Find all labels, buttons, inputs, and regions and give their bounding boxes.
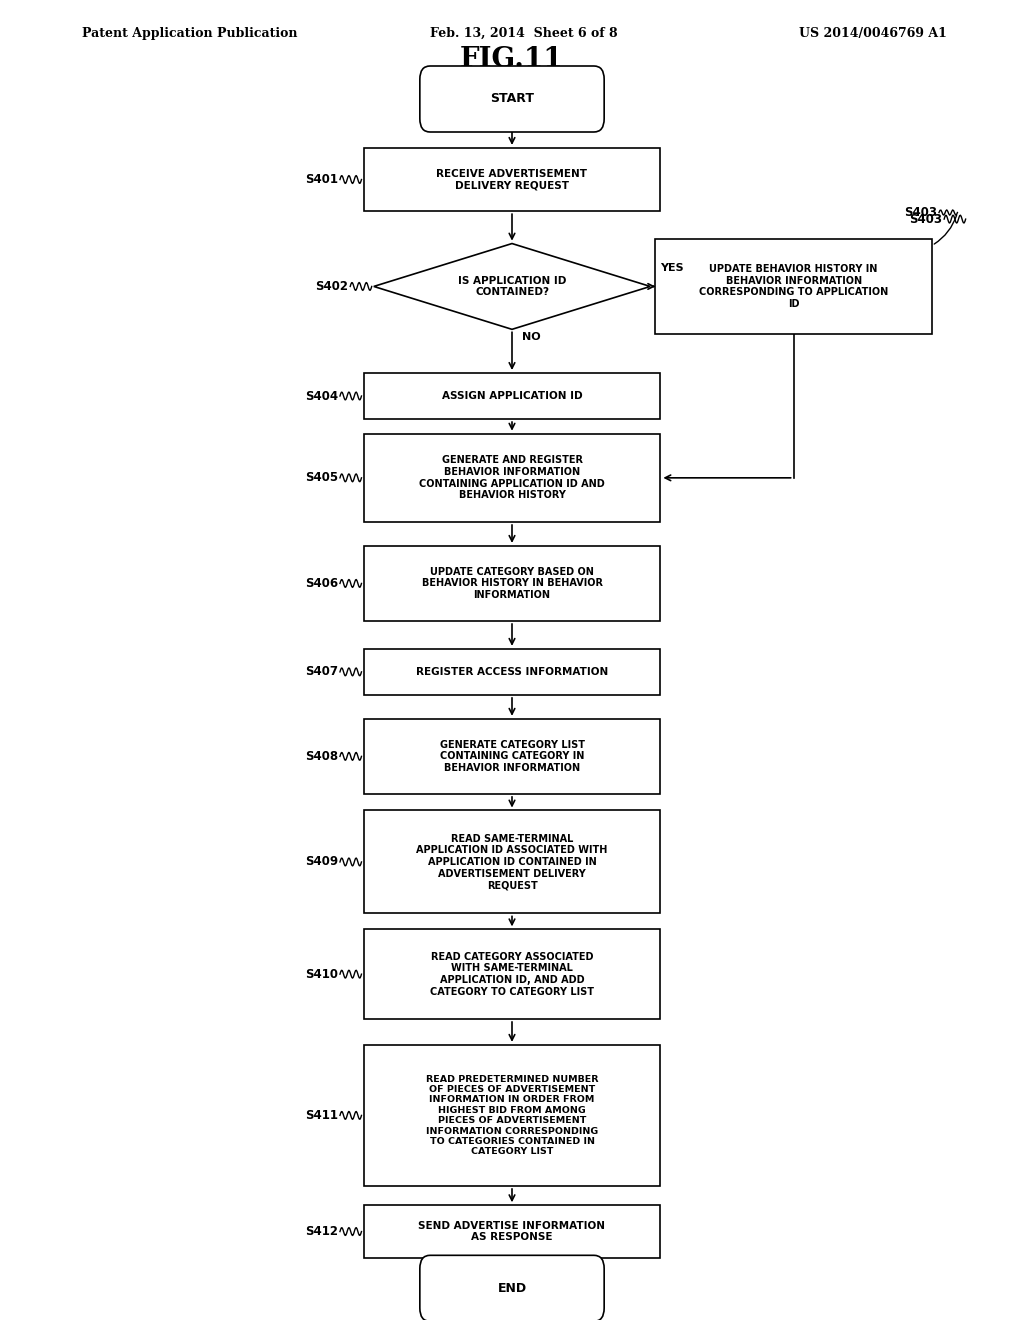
Text: Patent Application Publication: Patent Application Publication: [82, 26, 297, 40]
FancyBboxPatch shape: [364, 649, 660, 694]
Text: READ SAME-TERMINAL
APPLICATION ID ASSOCIATED WITH
APPLICATION ID CONTAINED IN
AD: READ SAME-TERMINAL APPLICATION ID ASSOCI…: [417, 834, 607, 890]
Text: ASSIGN APPLICATION ID: ASSIGN APPLICATION ID: [441, 391, 583, 401]
FancyBboxPatch shape: [364, 718, 660, 795]
Text: READ CATEGORY ASSOCIATED
WITH SAME-TERMINAL
APPLICATION ID, AND ADD
CATEGORY TO : READ CATEGORY ASSOCIATED WITH SAME-TERMI…: [430, 952, 594, 997]
Text: S403: S403: [909, 213, 942, 226]
Text: US 2014/0046769 A1: US 2014/0046769 A1: [799, 26, 946, 40]
Text: S405: S405: [305, 471, 338, 484]
Text: NO: NO: [522, 331, 541, 342]
Text: S404: S404: [305, 389, 338, 403]
Text: START: START: [490, 92, 534, 106]
Text: S409: S409: [305, 855, 338, 869]
Text: S407: S407: [305, 665, 338, 678]
Text: S408: S408: [305, 750, 338, 763]
FancyBboxPatch shape: [420, 1255, 604, 1320]
Text: Feb. 13, 2014  Sheet 6 of 8: Feb. 13, 2014 Sheet 6 of 8: [430, 26, 617, 40]
FancyBboxPatch shape: [364, 929, 660, 1019]
Text: READ PREDETERMINED NUMBER
OF PIECES OF ADVERTISEMENT
INFORMATION IN ORDER FROM
H: READ PREDETERMINED NUMBER OF PIECES OF A…: [426, 1074, 598, 1156]
FancyBboxPatch shape: [364, 545, 660, 620]
Text: S406: S406: [305, 577, 338, 590]
FancyBboxPatch shape: [364, 372, 660, 420]
Text: S412: S412: [305, 1225, 338, 1238]
Text: SEND ADVERTISE INFORMATION
AS RESPONSE: SEND ADVERTISE INFORMATION AS RESPONSE: [419, 1221, 605, 1242]
Text: S411: S411: [305, 1109, 338, 1122]
Text: FIG.11: FIG.11: [460, 46, 564, 73]
Text: END: END: [498, 1282, 526, 1295]
Text: IS APPLICATION ID
CONTAINED?: IS APPLICATION ID CONTAINED?: [458, 276, 566, 297]
Text: S401: S401: [305, 173, 338, 186]
FancyBboxPatch shape: [364, 1045, 660, 1185]
Text: REGISTER ACCESS INFORMATION: REGISTER ACCESS INFORMATION: [416, 667, 608, 677]
Text: RECEIVE ADVERTISEMENT
DELIVERY REQUEST: RECEIVE ADVERTISEMENT DELIVERY REQUEST: [436, 169, 588, 190]
Polygon shape: [374, 243, 650, 329]
Text: S402: S402: [315, 280, 348, 293]
Text: GENERATE CATEGORY LIST
CONTAINING CATEGORY IN
BEHAVIOR INFORMATION: GENERATE CATEGORY LIST CONTAINING CATEGO…: [439, 739, 585, 774]
Text: GENERATE AND REGISTER
BEHAVIOR INFORMATION
CONTAINING APPLICATION ID AND
BEHAVIO: GENERATE AND REGISTER BEHAVIOR INFORMATI…: [419, 455, 605, 500]
Text: S403: S403: [904, 206, 937, 219]
Text: UPDATE BEHAVIOR HISTORY IN
BEHAVIOR INFORMATION
CORRESPONDING TO APPLICATION
ID: UPDATE BEHAVIOR HISTORY IN BEHAVIOR INFO…: [699, 264, 888, 309]
FancyBboxPatch shape: [364, 810, 660, 913]
Text: S410: S410: [305, 968, 338, 981]
FancyBboxPatch shape: [364, 1205, 660, 1258]
FancyBboxPatch shape: [364, 148, 660, 211]
Text: YES: YES: [660, 263, 684, 273]
FancyBboxPatch shape: [420, 66, 604, 132]
FancyBboxPatch shape: [655, 239, 932, 334]
Text: UPDATE CATEGORY BASED ON
BEHAVIOR HISTORY IN BEHAVIOR
INFORMATION: UPDATE CATEGORY BASED ON BEHAVIOR HISTOR…: [422, 566, 602, 601]
FancyBboxPatch shape: [364, 433, 660, 521]
